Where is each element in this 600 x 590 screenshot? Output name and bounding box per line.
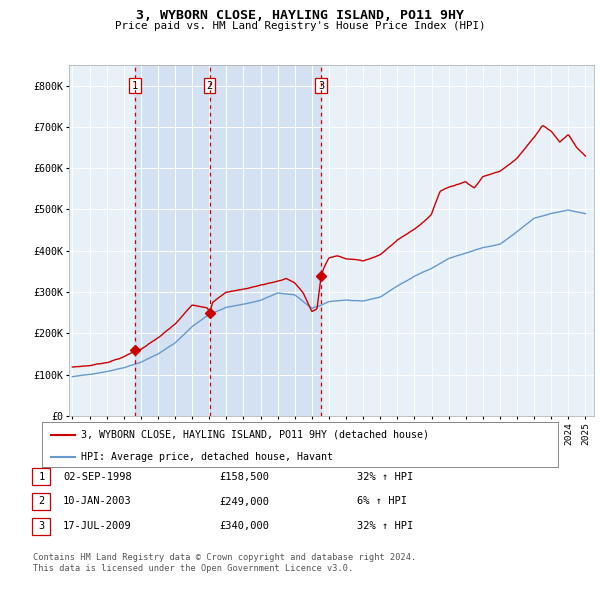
Text: 6% ↑ HPI: 6% ↑ HPI xyxy=(357,497,407,506)
Text: 1: 1 xyxy=(132,81,139,90)
Text: This data is licensed under the Open Government Licence v3.0.: This data is licensed under the Open Gov… xyxy=(33,565,353,573)
Text: Price paid vs. HM Land Registry's House Price Index (HPI): Price paid vs. HM Land Registry's House … xyxy=(115,21,485,31)
Bar xyxy=(210,65,321,416)
Text: 3, WYBORN CLOSE, HAYLING ISLAND, PO11 9HY (detached house): 3, WYBORN CLOSE, HAYLING ISLAND, PO11 9H… xyxy=(80,430,428,440)
Text: HPI: Average price, detached house, Havant: HPI: Average price, detached house, Hava… xyxy=(80,453,332,463)
Text: £340,000: £340,000 xyxy=(219,522,269,531)
Text: 02-SEP-1998: 02-SEP-1998 xyxy=(63,472,132,481)
Text: £249,000: £249,000 xyxy=(219,497,269,506)
Text: £158,500: £158,500 xyxy=(219,472,269,481)
Text: 3: 3 xyxy=(38,522,44,531)
Text: Contains HM Land Registry data © Crown copyright and database right 2024.: Contains HM Land Registry data © Crown c… xyxy=(33,553,416,562)
Text: 10-JAN-2003: 10-JAN-2003 xyxy=(63,497,132,506)
Text: 32% ↑ HPI: 32% ↑ HPI xyxy=(357,472,413,481)
Text: 32% ↑ HPI: 32% ↑ HPI xyxy=(357,522,413,531)
Text: 1: 1 xyxy=(38,472,44,481)
Text: 2: 2 xyxy=(206,81,213,90)
Text: 2: 2 xyxy=(38,497,44,506)
Text: 17-JUL-2009: 17-JUL-2009 xyxy=(63,522,132,531)
Text: 3, WYBORN CLOSE, HAYLING ISLAND, PO11 9HY: 3, WYBORN CLOSE, HAYLING ISLAND, PO11 9H… xyxy=(136,9,464,22)
Bar xyxy=(135,65,210,416)
Text: 3: 3 xyxy=(318,81,324,90)
